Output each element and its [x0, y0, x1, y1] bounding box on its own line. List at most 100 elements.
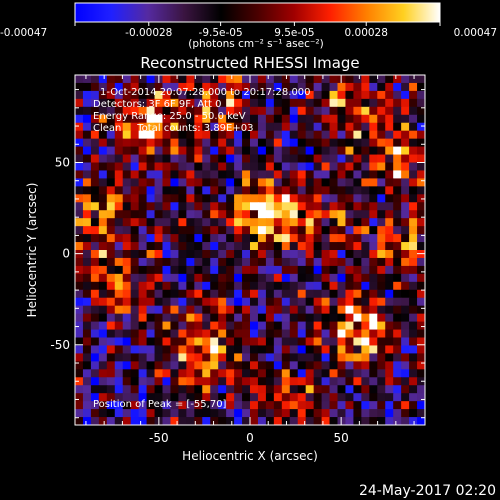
heatmap-cell	[154, 82, 164, 92]
colorbar-tick-label: -9.5e-05	[199, 27, 243, 39]
heatmap-cell	[377, 90, 386, 100]
heatmap-cell	[321, 146, 331, 156]
heatmap-cell	[82, 377, 92, 386]
heatmap-cell	[122, 114, 132, 124]
heatmap-cell	[90, 401, 100, 410]
heatmap-cell	[226, 361, 235, 370]
heatmap-cell	[82, 337, 92, 347]
heatmap-cell	[162, 114, 172, 124]
heatmap-cell	[393, 226, 402, 235]
heatmap-cell	[345, 234, 354, 243]
heatmap-cell	[409, 265, 418, 275]
heatmap-cell	[138, 202, 148, 211]
heatmap-cell	[417, 98, 425, 108]
heatmap-cell	[202, 234, 211, 243]
heatmap-cell	[90, 194, 100, 203]
heatmap-cell	[130, 321, 140, 331]
heatmap-cell	[194, 98, 203, 108]
heatmap-cell	[329, 337, 339, 347]
heatmap-cell	[90, 345, 100, 354]
heatmap-cell	[329, 122, 339, 132]
heatmap-cell	[353, 257, 362, 267]
heatmap-cell	[377, 194, 386, 203]
heatmap-cell	[178, 265, 187, 275]
heatmap-cell	[194, 122, 203, 132]
heatmap-cell	[329, 385, 339, 394]
heatmap-cell	[218, 90, 227, 100]
heatmap-cell	[154, 98, 164, 108]
heatmap-cell	[90, 393, 100, 402]
heatmap-cell	[98, 385, 108, 394]
heatmap-cell	[281, 329, 291, 339]
heatmap-cell	[369, 273, 378, 283]
heatmap-cell	[329, 345, 339, 354]
heatmap-cell	[281, 313, 291, 323]
heatmap-cell	[122, 186, 132, 195]
heatmap-cell	[417, 122, 425, 132]
heatmap-cell	[170, 154, 179, 164]
heatmap-cell	[313, 265, 323, 275]
heatmap-cell	[281, 154, 291, 164]
heatmap-cell	[202, 393, 211, 402]
heatmap-cell	[393, 393, 402, 402]
heatmap-cell	[170, 138, 179, 148]
heatmap-cell	[106, 313, 116, 323]
heatmap-cell	[289, 90, 299, 100]
heatmap-cell	[353, 98, 362, 108]
heatmap-cell	[257, 297, 267, 307]
heatmap-cell	[178, 345, 187, 354]
heatmap-cell	[75, 361, 84, 370]
heatmap-cell	[377, 393, 386, 402]
heatmap-cell	[393, 345, 402, 354]
heatmap-cell	[297, 218, 307, 227]
heatmap-cell	[186, 417, 195, 425]
heatmap-cell	[401, 297, 410, 307]
heatmap-cell	[257, 90, 267, 100]
heatmap-cell	[122, 329, 132, 339]
heatmap-cell	[393, 114, 402, 124]
heatmap-cell	[329, 297, 339, 307]
heatmap-cell	[234, 313, 243, 323]
heatmap-cell	[281, 297, 291, 307]
heatmap-cell	[170, 186, 179, 195]
heatmap-cell	[130, 75, 140, 84]
heatmap-cell	[75, 202, 84, 211]
heatmap-cell	[146, 401, 156, 410]
heatmap-cell	[409, 210, 418, 219]
heatmap-cell	[122, 154, 132, 164]
heatmap-cell	[257, 202, 267, 211]
heatmap-cell	[385, 90, 394, 100]
heatmap-cell	[82, 154, 92, 164]
heatmap-cell	[250, 90, 259, 100]
heatmap-cell	[146, 377, 156, 386]
heatmap-cell	[242, 305, 251, 315]
heatmap-cell	[82, 345, 92, 354]
heatmap-cell	[98, 281, 108, 291]
heatmap-cell	[170, 130, 179, 140]
heatmap-cell	[361, 297, 370, 307]
heatmap-cell	[218, 226, 227, 235]
heatmap-cell	[353, 377, 362, 386]
heatmap-cell	[345, 138, 354, 148]
heatmap-cell	[186, 401, 195, 410]
heatmap-cell	[257, 218, 267, 227]
heatmap-cell	[417, 337, 425, 347]
heatmap-cell	[393, 281, 402, 291]
heatmap-cell	[401, 98, 410, 108]
heatmap-cell	[106, 329, 116, 339]
heatmap-cell	[106, 297, 116, 307]
heatmap-cell	[194, 337, 203, 347]
heatmap-cell	[146, 417, 156, 425]
heatmap-cell	[393, 98, 402, 108]
heatmap-cell	[305, 273, 315, 283]
heatmap-cell	[98, 82, 108, 92]
heatmap-cell	[337, 226, 347, 235]
heatmap-cell	[154, 289, 164, 299]
heatmap-cell	[106, 122, 116, 132]
heatmap-cell	[218, 361, 227, 370]
heatmap-cell	[345, 377, 354, 386]
heatmap-cell	[162, 257, 172, 267]
heatmap-cell	[114, 90, 124, 100]
heatmap-cell	[417, 226, 425, 235]
heatmap-cell	[369, 417, 378, 425]
